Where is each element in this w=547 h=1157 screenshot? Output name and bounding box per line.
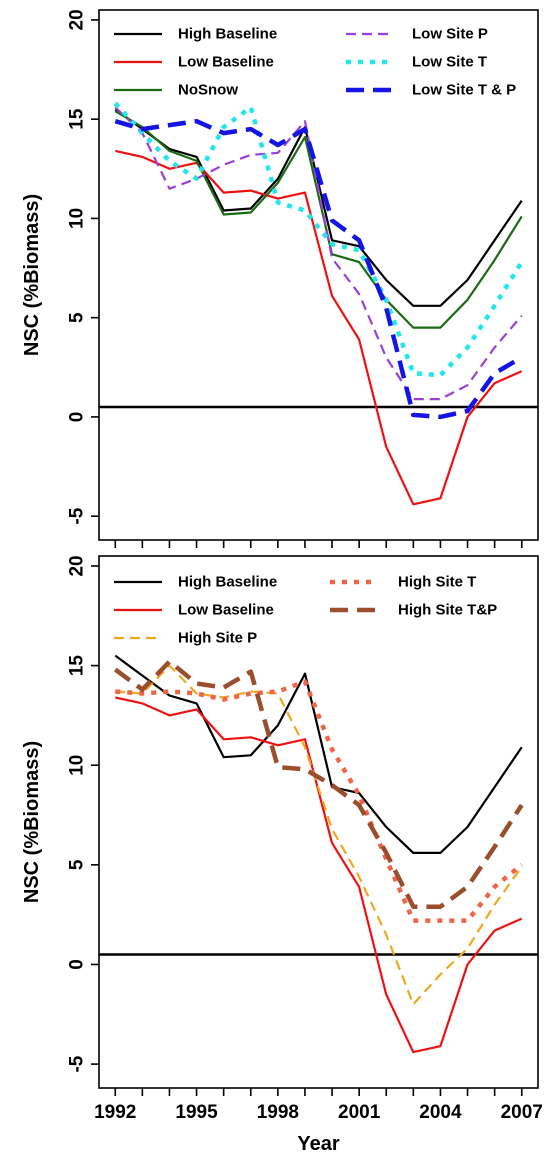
y-tick-label: 20 [67, 9, 88, 30]
y-tick-label: 15 [67, 655, 88, 677]
legend-label: NoSnow [178, 82, 238, 99]
x-tick-label: 1998 [257, 1102, 299, 1123]
series-line-high-site-t-p [113, 659, 524, 909]
x-tick-label: 1992 [94, 1102, 136, 1123]
legend-label: High Baseline [178, 574, 277, 591]
y-tick-label: 5 [67, 859, 88, 870]
y-tick-label: 0 [67, 959, 88, 970]
chart-panel-2: -5 0 5 10 15 20 1992 1995 1998 2001 2004 2007 Year NS… [21, 555, 543, 1155]
chart-panel-1: -5 0 5 10 15 20 NSC (%Biomass) High Baseline Low… [21, 9, 539, 548]
legend-label: Low Site P [412, 26, 488, 43]
series-line-low-site-t [113, 101, 524, 378]
legend-label: Low Site T [412, 54, 487, 71]
plot-frame [98, 9, 539, 541]
series-line-low-baseline [115, 149, 523, 506]
series-line-nosnow [114, 110, 523, 329]
legend-label: Low Baseline [178, 54, 274, 71]
series-line-high-baseline [114, 108, 523, 307]
series-line-low-baseline [115, 696, 523, 1054]
series-line-high-site-p [115, 664, 523, 1006]
y-tick-label: 10 [67, 755, 88, 776]
legend-label: High Site T&P [398, 602, 497, 619]
y-tick-label: -5 [67, 1055, 88, 1072]
legend-label: High Site T [398, 574, 476, 591]
series-line-high-baseline [114, 654, 523, 854]
series-line-low-site-t-p [114, 118, 523, 420]
series-line-high-site-t [115, 679, 524, 923]
y-tick-label: -5 [67, 507, 88, 524]
series-line-low-site-p [114, 106, 523, 401]
y-tick-label: 10 [67, 208, 88, 229]
x-tick-label: 2001 [338, 1102, 381, 1123]
plot-frame [98, 555, 539, 1089]
x-tick-label: 2007 [501, 1102, 543, 1123]
legend-label: Low Site T & P [412, 82, 516, 99]
y-tick-label: 0 [67, 412, 88, 423]
y-tick-label: 20 [67, 555, 88, 576]
legend-label: High Site P [178, 630, 257, 647]
x-axis-title: Year [297, 1133, 339, 1155]
y-axis-title: NSC (%Biomass) [21, 741, 43, 903]
legend-label: High Baseline [178, 26, 277, 43]
y-tick-label: 15 [67, 108, 88, 130]
legend-label: Low Baseline [178, 602, 274, 619]
x-tick-label: 1995 [175, 1102, 218, 1123]
y-tick-label: 5 [67, 312, 88, 323]
x-tick-label: 2004 [419, 1102, 462, 1123]
y-axis-title: NSC (%Biomass) [21, 194, 43, 356]
